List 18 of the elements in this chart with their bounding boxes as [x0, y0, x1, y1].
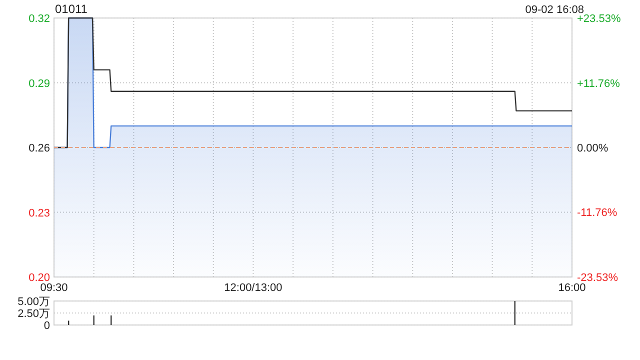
y2-tick-label: -11.76% [577, 207, 618, 220]
y-tick-label: 0.23 [28, 207, 50, 220]
y-tick-label: 0.29 [28, 78, 50, 90]
y-tick-label: 0 [44, 320, 50, 332]
y2-tick-label: -23.53% [577, 272, 618, 284]
chart-title: 01011 [55, 2, 88, 16]
y2-tick-label: +23.53% [577, 13, 621, 25]
x-tick-label: 12:00/13:00 [224, 282, 282, 294]
x-tick-label: 16:00 [558, 282, 586, 294]
y2-tick-label: 0.00% [577, 142, 608, 154]
text: 09-02 16:08 [525, 4, 584, 16]
y-tick-label: 0.32 [28, 13, 50, 25]
y2-tick-label: +11.76% [577, 78, 620, 90]
y-tick-label: 0.20 [28, 272, 50, 284]
y-tick-label: 0.26 [28, 142, 50, 154]
y-tick-label: 2.50万 [18, 308, 50, 320]
y-tick-label: 5.00万 [18, 296, 50, 308]
x-tick-label: 09:30 [40, 282, 68, 294]
